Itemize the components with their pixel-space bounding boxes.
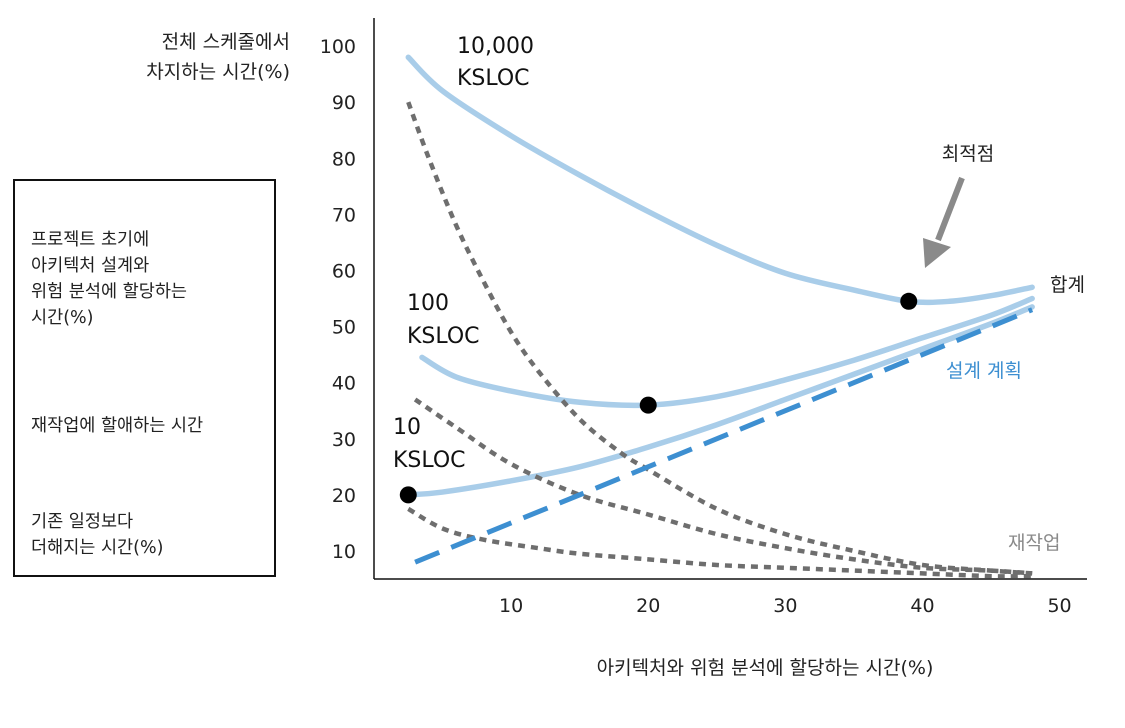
- series-line-rework: [413, 397, 1033, 576]
- x-axis-title: 아키텍처와 위험 분석에 할당하는 시간(%): [597, 657, 934, 679]
- optimum-arrow-head: [923, 238, 951, 268]
- optimum-point-marker: [399, 486, 417, 504]
- label-total: 합계: [1050, 274, 1085, 296]
- tick-labels: 10 20 30 40 50 10 20 30 40 50 60 70 80 90 100: [320, 36, 1072, 617]
- axes: [373, 18, 1087, 580]
- label-optimum: 최적점: [942, 143, 994, 165]
- series-line-total: [419, 295, 1035, 409]
- y-axis-title: 전체 스케줄에서 차지하는 시간(%): [146, 31, 290, 83]
- legend-label-rework: 재작업에 할애하는 시간: [31, 416, 204, 436]
- x-tick-label: 10: [499, 595, 523, 617]
- series-line-rework: [406, 101, 1033, 576]
- x-tick-label: 30: [773, 595, 797, 617]
- y-tick-label: 90: [332, 92, 356, 114]
- x-tick-label: 50: [1047, 595, 1071, 617]
- series-line-design: [414, 307, 1034, 565]
- label-100-ksloc: 100 KSLOC: [407, 291, 480, 349]
- y-tick-label: 100: [320, 36, 356, 58]
- x-tick-label: 20: [636, 595, 660, 617]
- series-line-total: [405, 54, 1035, 306]
- label-rework: 재작업: [1008, 532, 1060, 554]
- legend-label-total: 기존 일정보다 더해지는 시간(%): [31, 512, 164, 558]
- optimum-arrow-shaft: [935, 176, 965, 242]
- y-tick-label: 30: [332, 429, 356, 451]
- y-tick-label: 50: [332, 317, 356, 339]
- y-tick-label: 20: [332, 485, 356, 507]
- y-tick-label: 10: [332, 541, 356, 563]
- y-tick-label: 80: [332, 148, 356, 170]
- annotations: 전체 스케줄에서 차지하는 시간(%) 아키텍처와 위험 분석에 할당하는 시간(%…: [146, 31, 1085, 679]
- legend-label-design: 프로젝트 초기에 아키텍처 설계와 위험 분석에 할당하는 시간(%): [31, 230, 188, 328]
- y-tick-label: 40: [332, 373, 356, 395]
- series-line-rework: [407, 506, 1033, 579]
- label-10-ksloc: 10 KSLOC: [393, 415, 466, 473]
- optimum-point-marker: [639, 396, 657, 414]
- x-tick-label: 40: [910, 595, 934, 617]
- y-tick-label: 60: [332, 260, 356, 282]
- label-10000-ksloc: 10,000 KSLOC: [457, 34, 534, 91]
- series-lines: [399, 54, 1035, 579]
- label-design-plan: 설계 계획: [946, 360, 1022, 382]
- legend: 프로젝트 초기에 아키텍처 설계와 위험 분석에 할당하는 시간(%) 재작업에…: [13, 179, 276, 577]
- series-line-total: [405, 304, 1035, 498]
- y-tick-label: 70: [332, 204, 356, 226]
- optimum-point-marker: [900, 292, 918, 310]
